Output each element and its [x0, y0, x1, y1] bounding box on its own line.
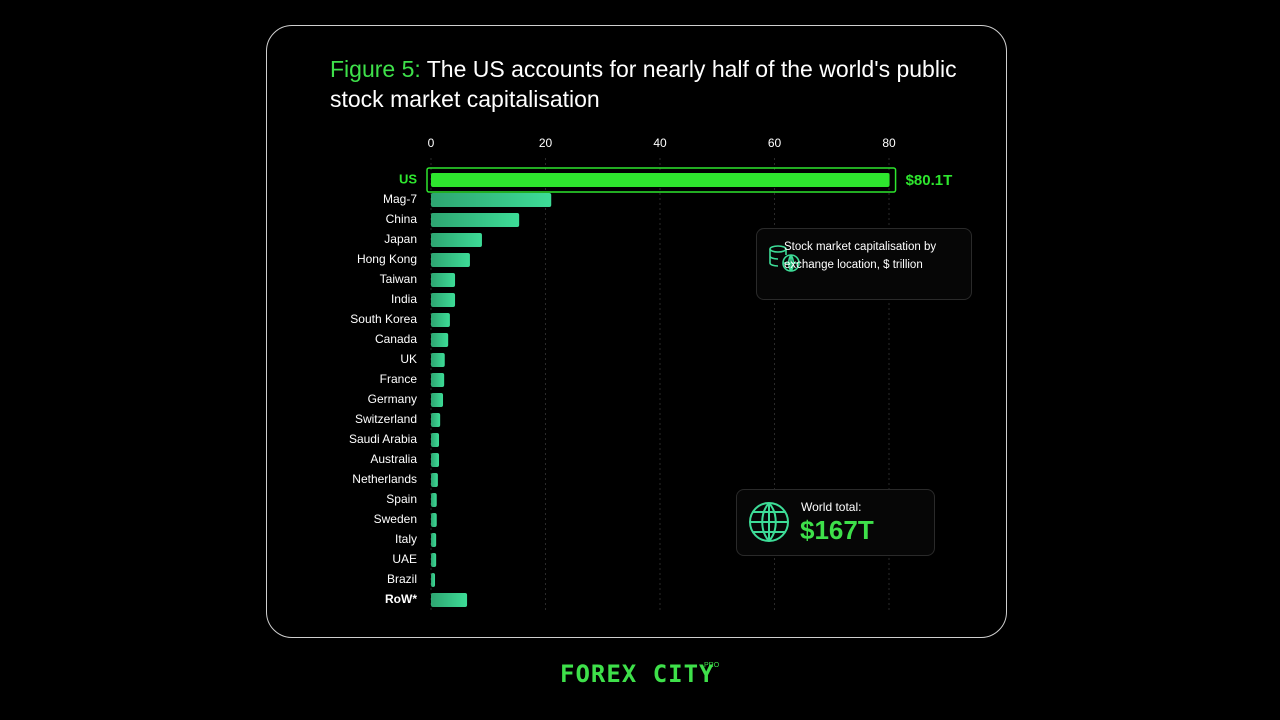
bar [431, 333, 449, 347]
y-tick-label: Taiwan [380, 272, 417, 286]
x-tick-label: 20 [539, 136, 553, 150]
y-tick-label: Italy [395, 532, 417, 546]
y-tick-label: UAE [392, 552, 417, 566]
bar [431, 593, 468, 607]
x-tick-label: 60 [768, 136, 782, 150]
logo-sup: PRO [704, 662, 720, 669]
bar [431, 173, 890, 187]
x-tick-label: 80 [882, 136, 896, 150]
bar [431, 453, 440, 467]
y-tick-label: South Korea [350, 312, 417, 326]
y-tick-label: Sweden [374, 512, 417, 526]
bar [431, 533, 437, 547]
bar [431, 353, 445, 367]
bar [431, 413, 441, 427]
y-tick-label: Japan [384, 232, 417, 246]
y-tick-label: Canada [375, 332, 417, 346]
bar [431, 273, 456, 287]
bar [431, 233, 482, 247]
bar [431, 393, 444, 407]
bar [431, 253, 470, 267]
title-lead: Figure 5: [330, 56, 421, 82]
world-box [736, 489, 935, 556]
y-tick-label: China [386, 212, 418, 226]
world-total-value: $167T [800, 515, 874, 545]
bar [431, 493, 437, 507]
y-tick-label: Switzerland [355, 412, 417, 426]
title-text: The US accounts for nearly half of the w… [330, 56, 957, 112]
x-tick-label: 40 [653, 136, 667, 150]
bar [431, 573, 436, 587]
y-tick-label: India [391, 292, 417, 306]
y-tick-label: Netherlands [352, 472, 417, 486]
legend-box [756, 228, 972, 300]
bar [431, 473, 438, 487]
y-tick-label: France [380, 372, 418, 386]
chart-title: Figure 5: The US accounts for nearly hal… [330, 54, 970, 114]
bar [431, 293, 456, 307]
bar [431, 433, 440, 447]
bar [431, 513, 437, 527]
y-tick-label: UK [400, 352, 417, 366]
bar [431, 213, 520, 227]
legend-text: Stock market capitalisation by exchange … [784, 241, 937, 271]
highlight-frame [426, 167, 897, 193]
y-tick-label: Australia [370, 452, 417, 466]
logo: FOREX CITY [560, 660, 715, 688]
y-tick-label: Brazil [387, 572, 417, 586]
y-tick-label: US [399, 171, 417, 186]
globe-icon [749, 502, 789, 542]
y-tick-label: Saudi Arabia [349, 432, 417, 446]
database-icon [769, 245, 800, 272]
y-tick-label: Mag-7 [383, 192, 417, 206]
y-tick-label: Germany [368, 392, 417, 406]
bar [431, 553, 437, 567]
world-total-label: World total: [801, 500, 862, 514]
y-tick-label: Spain [386, 492, 417, 506]
value-label: $80.1T [906, 172, 953, 189]
bar [431, 193, 552, 207]
x-tick-label: 0 [428, 136, 435, 150]
y-tick-label: RoW* [385, 592, 417, 606]
bar [431, 313, 450, 327]
bar [431, 373, 445, 387]
y-tick-label: Hong Kong [357, 252, 417, 266]
